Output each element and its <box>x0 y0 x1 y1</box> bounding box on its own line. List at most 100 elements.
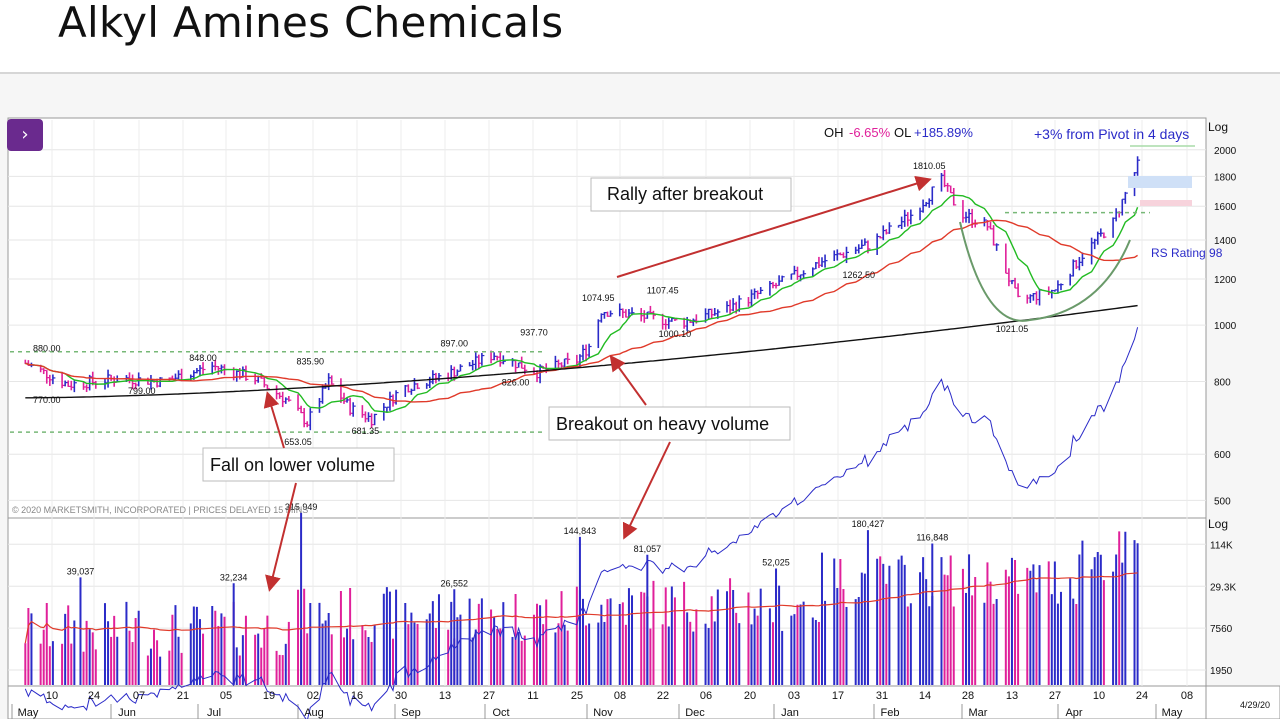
month-tick-label: Mar <box>969 707 988 719</box>
day-tick-label: 07 <box>133 690 145 702</box>
price-tick-label: 1600 <box>1214 202 1237 213</box>
day-tick-label: 24 <box>88 690 100 702</box>
month-tick-label: Jun <box>118 707 136 719</box>
volume-value-label: 116,848 <box>916 533 948 543</box>
day-tick-label: 14 <box>919 690 931 702</box>
month-tick-label: Feb <box>881 707 900 719</box>
price-value-label: 1000.10 <box>659 329 692 339</box>
day-tick-label: 13 <box>1006 690 1018 702</box>
day-tick-label: 05 <box>220 690 232 702</box>
arrow-breakout-volume <box>622 441 671 540</box>
day-tick-label: 11 <box>527 690 538 702</box>
volume-value-label: 26,552 <box>441 578 469 588</box>
day-tick-label: 19 <box>263 690 275 702</box>
volume-average-line <box>24 572 1138 644</box>
volume-value-label: 81,057 <box>634 544 662 554</box>
log-label-volume: Log <box>1208 517 1228 531</box>
ma-mid-line <box>25 219 1138 403</box>
slide-header: Alkyl Amines Chemicals <box>0 0 1280 72</box>
volume-tick-label: 114K <box>1210 540 1233 551</box>
day-tick-label: 22 <box>657 690 669 702</box>
day-tick-label: 17 <box>832 690 844 702</box>
day-tick-label: 28 <box>962 690 974 702</box>
day-tick-label: 24 <box>1136 690 1148 702</box>
day-tick-label: 03 <box>788 690 800 702</box>
month-tick-label: Sep <box>401 707 421 719</box>
pivot-note: +3% from Pivot in 4 days <box>1034 126 1189 142</box>
cup-outline <box>959 221 1131 322</box>
price-tick-label: 500 <box>1214 496 1231 507</box>
day-tick-label: 13 <box>439 690 451 702</box>
oh-label: OH <box>824 125 844 140</box>
arrow-rally <box>616 175 932 278</box>
price-value-label: 826.00 <box>502 377 530 387</box>
month-tick-label: Apr <box>1065 707 1082 719</box>
copyright-text: © 2020 MARKETSMITH, INCORPORATED | PRICE… <box>12 505 308 515</box>
month-tick-label: May <box>18 707 39 719</box>
day-tick-label: 08 <box>614 690 626 702</box>
day-tick-label: 10 <box>46 690 58 702</box>
day-tick-label: 21 <box>177 690 189 702</box>
day-tick-label: 08 <box>1181 690 1193 702</box>
price-value-label: 653.05 <box>284 437 312 447</box>
annotation-rally-text: Rally after breakout <box>607 184 763 204</box>
volume-tick-label: 7560 <box>1210 624 1233 635</box>
volume-value-label: 315,949 <box>285 502 318 512</box>
ol-label: OL <box>894 125 911 140</box>
price-value-label: 770.00 <box>33 395 61 405</box>
volume-bars <box>24 512 1139 685</box>
ol-value: +185.89% <box>914 125 973 140</box>
volume-value-label: 32,234 <box>220 572 248 582</box>
date-stamp-panel <box>1205 685 1280 719</box>
month-tick-label: Oct <box>492 707 509 719</box>
day-tick-label: 16 <box>351 690 363 702</box>
price-tick-label: 1400 <box>1214 236 1237 247</box>
log-label-price: Log <box>1208 120 1228 134</box>
ma-slow-line <box>25 304 1138 399</box>
oh-value: -6.65% <box>849 125 891 140</box>
month-tick-label: Jan <box>781 707 799 719</box>
slide-divider <box>0 72 1280 74</box>
annotation-breakout: Breakout on heavy volume <box>548 406 791 441</box>
arrow-breakout-price <box>609 354 647 406</box>
volume-tick-label: 29.3K <box>1210 582 1236 593</box>
month-tick-label: Dec <box>685 707 705 719</box>
annotation-rally: Rally after breakout <box>590 177 792 212</box>
arrow-fall-volume <box>265 482 297 592</box>
price-value-label: 897.00 <box>441 339 469 349</box>
month-tick-label: Jul <box>207 707 221 719</box>
day-tick-label: 06 <box>700 690 712 702</box>
price-tick-label: 800 <box>1214 377 1231 388</box>
stop-zone <box>1140 200 1192 206</box>
month-tick-label: Aug <box>304 707 324 719</box>
volume-tick-label: 1950 <box>1210 666 1233 677</box>
price-value-label: 681.35 <box>352 426 380 436</box>
price-tick-label: 600 <box>1214 450 1231 461</box>
volume-value-label: 39,037 <box>67 566 95 576</box>
buy-zone <box>1128 176 1192 188</box>
price-tick-label: 2000 <box>1214 146 1237 157</box>
chevron-right-icon[interactable]: › <box>7 119 43 151</box>
price-value-label: 880.00 <box>33 343 61 353</box>
price-value-label: 1021.05 <box>996 324 1029 334</box>
price-value-label: 1107.45 <box>647 285 679 295</box>
price-value-label: 937.70 <box>520 327 548 337</box>
volume-value-label: 144,843 <box>564 526 597 536</box>
chart-labels: 2000 1800 1600 1400 1200 1000 800 600 500 114K 29.… <box>18 146 1237 719</box>
price-tick-label: 1000 <box>1214 321 1237 332</box>
day-tick-label: 27 <box>1049 690 1061 702</box>
day-tick-label: 10 <box>1093 690 1105 702</box>
month-tick-label: May <box>1162 707 1183 719</box>
day-tick-label: 31 <box>876 690 888 702</box>
price-value-label: 1074.95 <box>582 293 615 303</box>
annotation-fall-text: Fall on lower volume <box>210 455 375 475</box>
slide-title: Alkyl Amines Chemicals <box>58 0 564 47</box>
day-tick-label: 20 <box>744 690 756 702</box>
price-value-label: 1810.05 <box>913 161 946 171</box>
date-stamp: 4/29/20 <box>1240 700 1270 710</box>
volume-value-label: 52,025 <box>762 558 790 568</box>
price-tick-label: 1800 <box>1214 172 1237 183</box>
price-tick-label: 1200 <box>1214 275 1237 286</box>
price-value-label: 848.00 <box>189 353 217 363</box>
